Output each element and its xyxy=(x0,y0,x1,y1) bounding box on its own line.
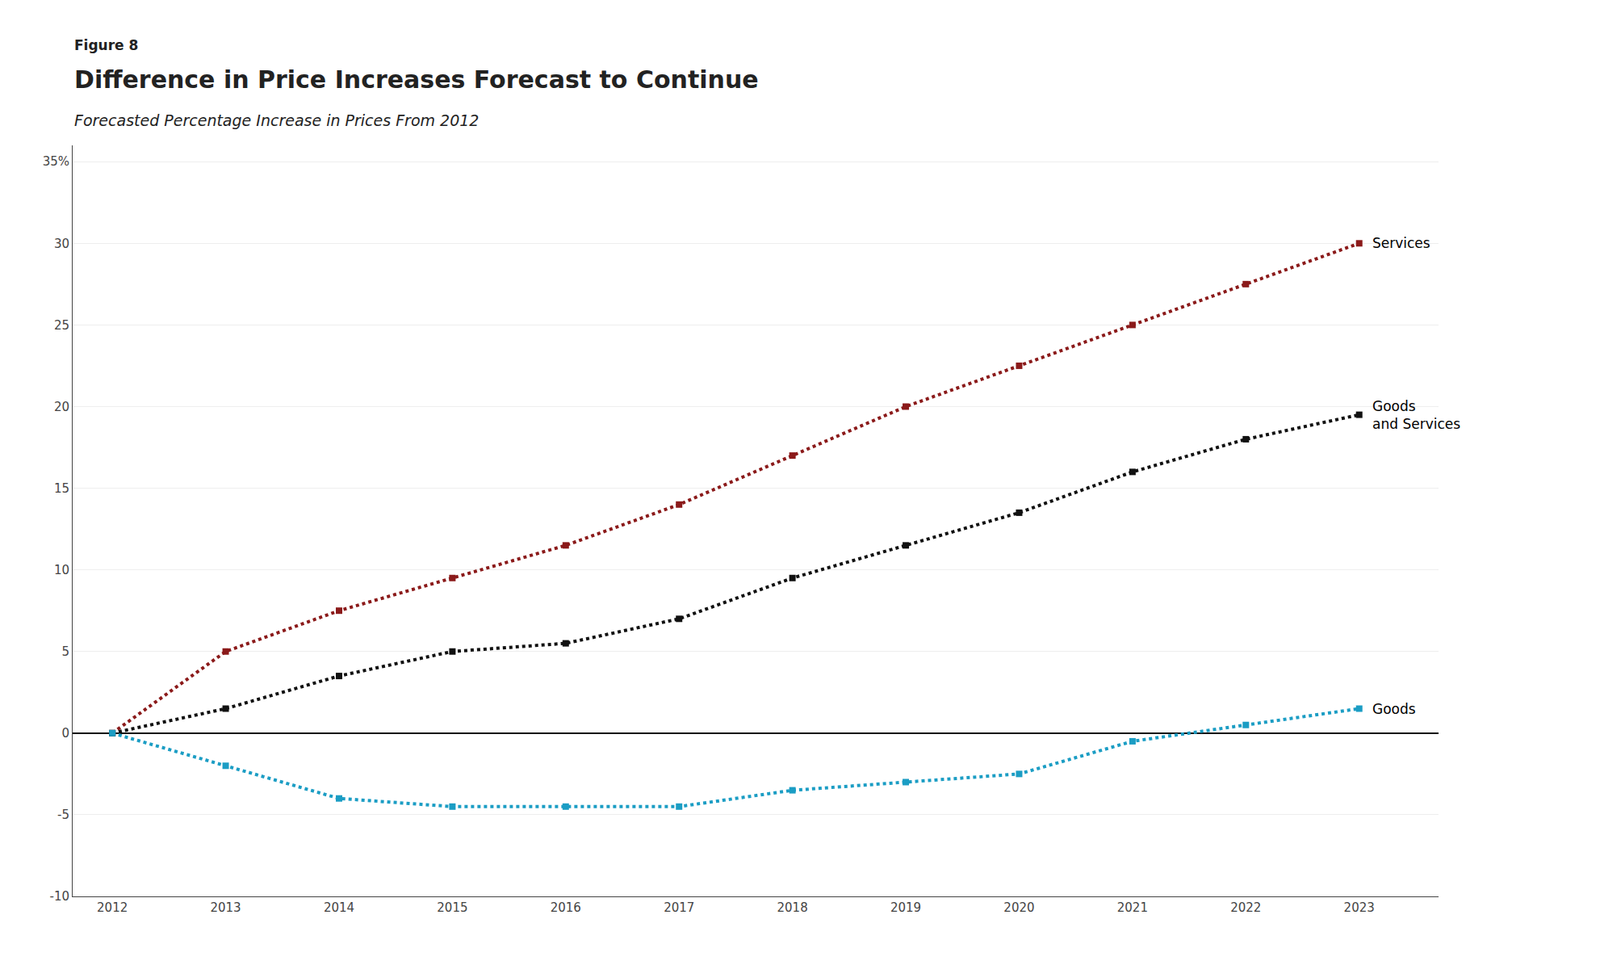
svg-text:10: 10 xyxy=(54,562,70,578)
svg-text:2016: 2016 xyxy=(550,900,582,915)
svg-text:2014: 2014 xyxy=(323,900,355,915)
svg-text:Difference in Price Increases: Difference in Price Increases Forecast t… xyxy=(74,65,759,94)
svg-text:2021: 2021 xyxy=(1117,900,1148,915)
svg-text:5: 5 xyxy=(61,644,70,659)
svg-text:2018: 2018 xyxy=(777,900,809,915)
svg-text:2015: 2015 xyxy=(436,900,468,915)
svg-text:15: 15 xyxy=(54,481,70,496)
svg-text:2023: 2023 xyxy=(1344,900,1375,915)
svg-text:2013: 2013 xyxy=(209,900,241,915)
svg-text:2020: 2020 xyxy=(1003,900,1035,915)
svg-text:-10: -10 xyxy=(50,888,71,904)
svg-text:2012: 2012 xyxy=(96,900,128,915)
svg-text:2022: 2022 xyxy=(1230,900,1261,915)
svg-text:-5: -5 xyxy=(57,807,70,822)
svg-text:25: 25 xyxy=(54,318,70,333)
svg-text:0: 0 xyxy=(61,725,70,741)
svg-text:Goodsand Services: Goodsand Services xyxy=(1372,397,1461,432)
svg-text:Goods: Goods xyxy=(1372,700,1416,717)
svg-text:Services: Services xyxy=(1372,234,1431,252)
svg-text:35%: 35% xyxy=(42,154,70,169)
svg-text:Figure 8: Figure 8 xyxy=(74,37,139,54)
svg-text:Forecasted Percentage Increase: Forecasted Percentage Increase in Prices… xyxy=(74,111,479,130)
svg-text:20: 20 xyxy=(54,399,70,415)
svg-text:2017: 2017 xyxy=(663,900,695,915)
svg-text:30: 30 xyxy=(54,236,70,252)
svg-text:2019: 2019 xyxy=(890,900,922,915)
